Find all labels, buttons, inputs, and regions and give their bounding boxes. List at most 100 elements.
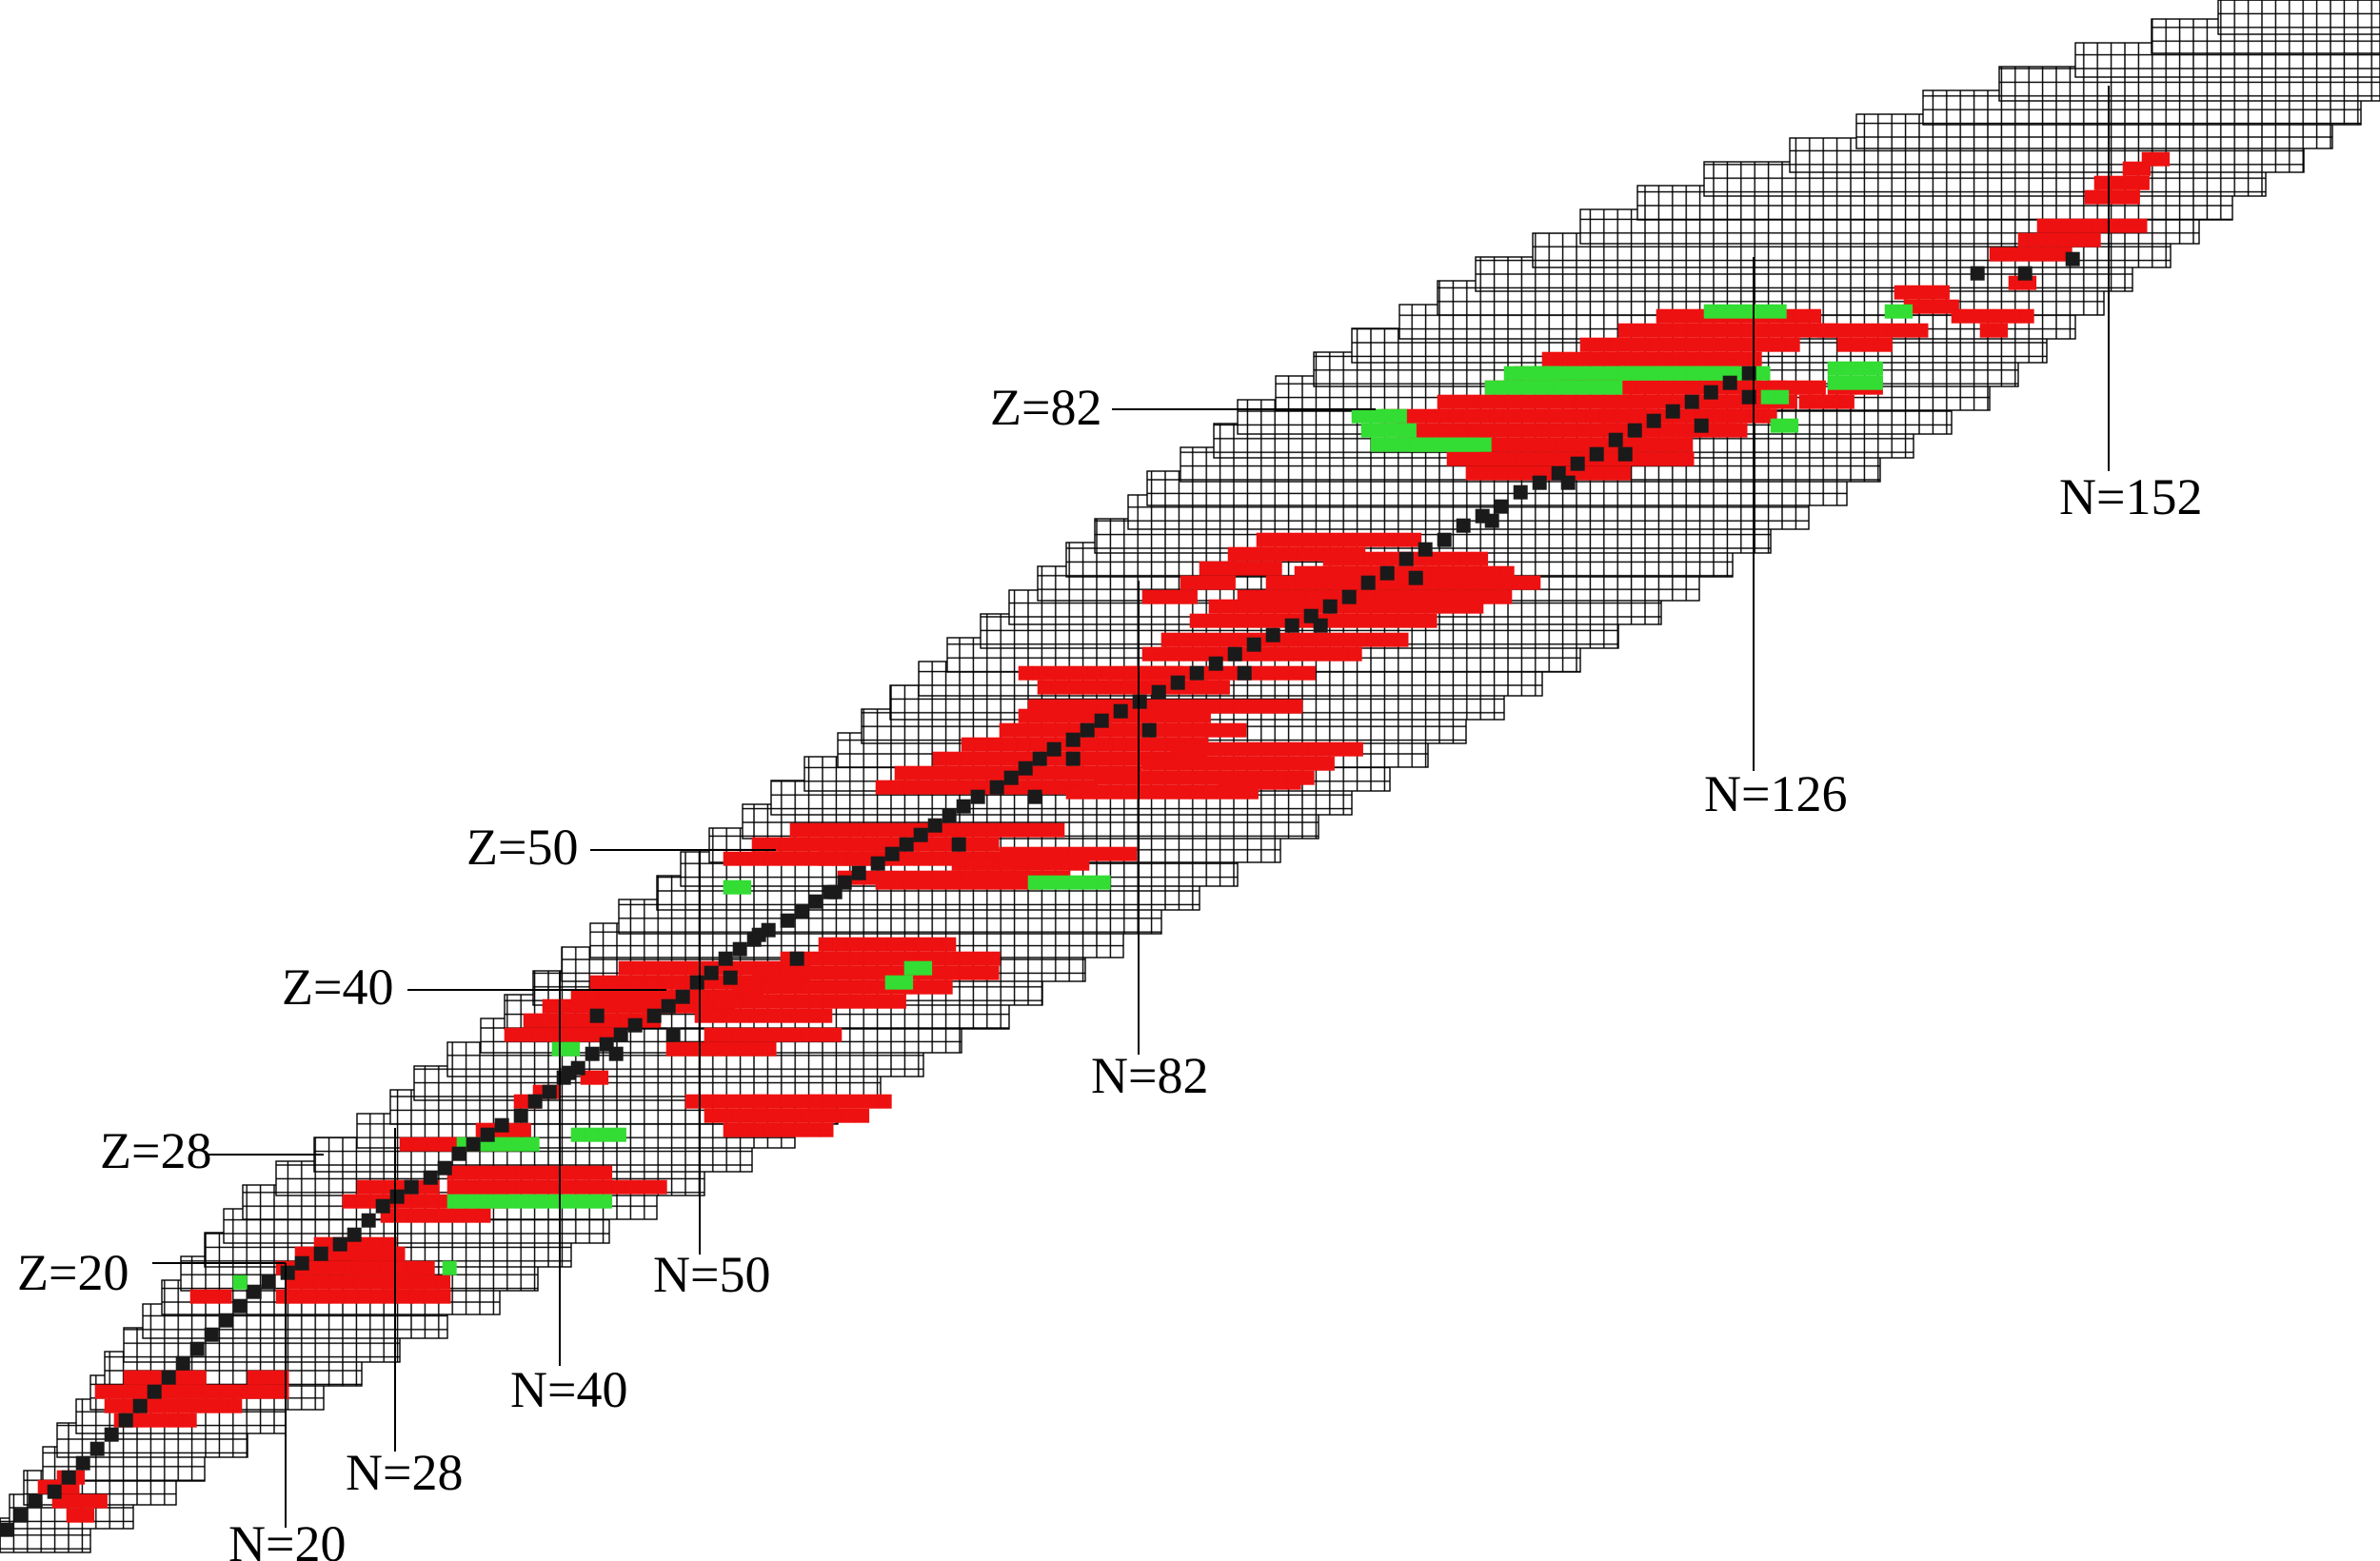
- red-nuclide: [1177, 722, 1192, 738]
- red-nuclide: [79, 1493, 94, 1509]
- red-nuclide: [1489, 408, 1504, 424]
- red-nuclide: [1601, 394, 1616, 409]
- red-nuclide: [1106, 784, 1121, 800]
- red-nuclide: [1050, 822, 1065, 838]
- stable-nuclide: [1284, 618, 1299, 633]
- green-nuclide: [1082, 875, 1098, 890]
- stable-nuclide: [704, 965, 719, 980]
- stable-nuclide: [204, 1327, 219, 1342]
- red-nuclide: [832, 851, 847, 866]
- red-nuclide: [1121, 784, 1136, 800]
- stable-nuclide: [2065, 251, 2080, 267]
- stable-nuclide: [75, 1455, 90, 1471]
- red-nuclide: [961, 737, 976, 752]
- red-nuclide: [1747, 351, 1762, 366]
- red-nuclide: [818, 937, 833, 952]
- red-nuclide: [645, 975, 660, 990]
- red-nuclide: [850, 994, 865, 1009]
- red-nuclide: [1442, 589, 1458, 604]
- red-nuclide: [1407, 408, 1422, 424]
- red-nuclide: [1067, 846, 1082, 861]
- red-nuclide: [847, 965, 863, 980]
- red-nuclide: [1041, 699, 1057, 714]
- red-nuclide: [1652, 451, 1667, 466]
- red-nuclide: [1597, 351, 1612, 366]
- red-nuclide: [1141, 756, 1157, 771]
- red-nuclide: [1192, 699, 1207, 714]
- red-nuclide: [1194, 575, 1209, 590]
- stable-nuclide: [1237, 665, 1252, 681]
- red-nuclide: [410, 1194, 426, 1209]
- red-nuclide: [1175, 632, 1190, 647]
- red-nuclide: [748, 1041, 764, 1057]
- red-nuclide: [1267, 561, 1282, 576]
- red-nuclide: [946, 870, 962, 885]
- stable-nuclide: [1113, 703, 1128, 719]
- red-nuclide: [1258, 613, 1273, 628]
- red-nuclide: [902, 780, 918, 795]
- red-nuclide: [420, 1260, 435, 1275]
- red-nuclide: [1637, 351, 1653, 366]
- red-nuclide: [1354, 613, 1369, 628]
- red-nuclide: [1274, 699, 1289, 714]
- red-nuclide: [779, 965, 794, 980]
- red-nuclide: [1467, 423, 1482, 438]
- stable-nuclide: [613, 1027, 628, 1042]
- red-nuclide: [796, 994, 811, 1009]
- red-nuclide: [1445, 565, 1460, 581]
- red-nuclide: [2112, 189, 2127, 205]
- red-nuclide: [1486, 565, 1501, 581]
- stable-nuclide: [1065, 751, 1081, 766]
- red-nuclide: [1233, 699, 1248, 714]
- red-nuclide: [2108, 175, 2123, 190]
- red-nuclide: [1169, 589, 1184, 604]
- red-nuclide: [1426, 423, 1441, 438]
- green-nuclide: [903, 960, 919, 976]
- stable-nuclide: [646, 1008, 662, 1023]
- red-nuclide: [1222, 599, 1238, 614]
- red-nuclide: [299, 1274, 314, 1290]
- red-nuclide: [943, 965, 959, 980]
- red-nuclide: [1798, 394, 1814, 409]
- red-nuclide: [1470, 589, 1485, 604]
- red-nuclide: [1550, 423, 1565, 438]
- stable-nuclide: [1094, 713, 1109, 728]
- red-nuclide: [1340, 613, 1356, 628]
- red-nuclide: [191, 1370, 207, 1385]
- red-nuclide: [178, 1370, 193, 1385]
- red-nuclide: [823, 994, 838, 1009]
- red-nuclide: [625, 1179, 640, 1195]
- red-nuclide: [1493, 465, 1508, 481]
- red-nuclide: [1064, 680, 1080, 695]
- red-nuclide: [987, 751, 1002, 766]
- red-nuclide: [847, 837, 863, 852]
- red-nuclide: [1141, 646, 1157, 662]
- red-nuclide: [92, 1493, 108, 1509]
- red-nuclide: [366, 1260, 381, 1275]
- red-nuclide: [1072, 765, 1087, 780]
- green-nuclide: [1484, 380, 1499, 395]
- red-nuclide: [1264, 589, 1279, 604]
- green-nuclide: [598, 1194, 613, 1209]
- stable-nuclide: [147, 1384, 162, 1399]
- red-nuclide: [718, 1027, 733, 1042]
- red-nuclide: [859, 937, 874, 952]
- red-nuclide: [1420, 408, 1436, 424]
- red-nuclide: [1686, 323, 1701, 338]
- red-nuclide: [995, 822, 1010, 838]
- red-nuclide: [1325, 632, 1340, 647]
- red-nuclide: [340, 1274, 355, 1290]
- red-nuclide: [2121, 175, 2136, 190]
- red-nuclide: [1439, 423, 1455, 438]
- red-nuclide: [1351, 546, 1366, 562]
- red-nuclide: [2119, 218, 2134, 233]
- stable-nuclide: [1617, 446, 1633, 462]
- red-nuclide: [773, 979, 788, 995]
- red-nuclide: [938, 979, 953, 995]
- red-nuclide: [487, 1179, 503, 1195]
- red-nuclide: [819, 1122, 834, 1137]
- stable-nuclide: [1741, 366, 1756, 381]
- green-nuclide: [1553, 380, 1568, 395]
- green-nuclide: [525, 1136, 540, 1152]
- red-nuclide: [932, 870, 947, 885]
